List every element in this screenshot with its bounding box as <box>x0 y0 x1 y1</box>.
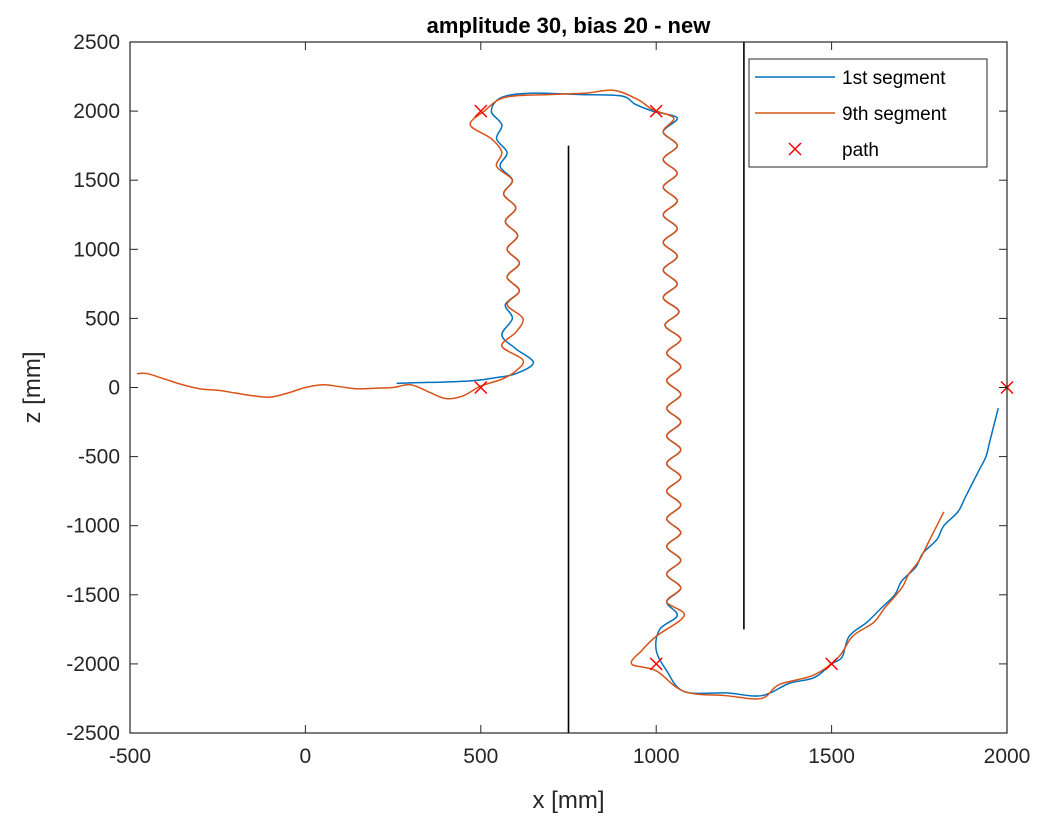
tick-labels: -500 0 500 1000 1500 2000 -2500 -2000 -1500 -1000… <box>66 31 1030 768</box>
path-marker-2 <box>649 104 663 118</box>
path-marker-4 <box>649 657 663 671</box>
y-tick-label: -2000 <box>66 653 120 676</box>
y-tick-label: 2500 <box>73 31 120 54</box>
x-tick-label: 1000 <box>633 745 680 768</box>
x-tick-label: 0 <box>300 745 312 768</box>
y-axis-label: z [mm] <box>19 352 46 424</box>
legend: 1st segment 9th segment path <box>748 58 988 168</box>
x-tick-label: 2000 <box>984 745 1031 768</box>
y-tick-label: -1500 <box>66 584 120 607</box>
y-tick-label: -500 <box>78 446 120 469</box>
y-tick-label: 500 <box>85 307 120 330</box>
y-tick-label: -1000 <box>66 515 120 538</box>
legend-label-3: path <box>842 140 879 161</box>
path-marker-3 <box>474 380 488 395</box>
legend-marker-path <box>788 142 802 156</box>
chart-title: amplitude 30, bias 20 - new <box>427 13 712 38</box>
walls <box>567 42 745 733</box>
x-tick-label: 500 <box>463 745 498 768</box>
y-tick-label: -2500 <box>66 722 120 745</box>
series-layer <box>136 89 1014 700</box>
y-tick-label: 1500 <box>73 169 120 192</box>
path-marker-1 <box>474 104 488 118</box>
y-tick-label: 1000 <box>73 238 120 261</box>
x-tick-label: 1500 <box>808 745 855 768</box>
series-line-2 <box>136 89 945 700</box>
path-marker-5 <box>825 657 839 671</box>
x-axis-label: x [mm] <box>533 787 605 814</box>
legend-label-1: 1st segment <box>842 68 946 89</box>
x-tick-label: -500 <box>109 745 151 768</box>
series-line-1 <box>396 92 999 697</box>
y-tick-label: 0 <box>108 377 120 400</box>
axes <box>129 41 1008 734</box>
y-tick-label: 2000 <box>73 100 120 123</box>
legend-label-2: 9th segment <box>842 104 947 125</box>
